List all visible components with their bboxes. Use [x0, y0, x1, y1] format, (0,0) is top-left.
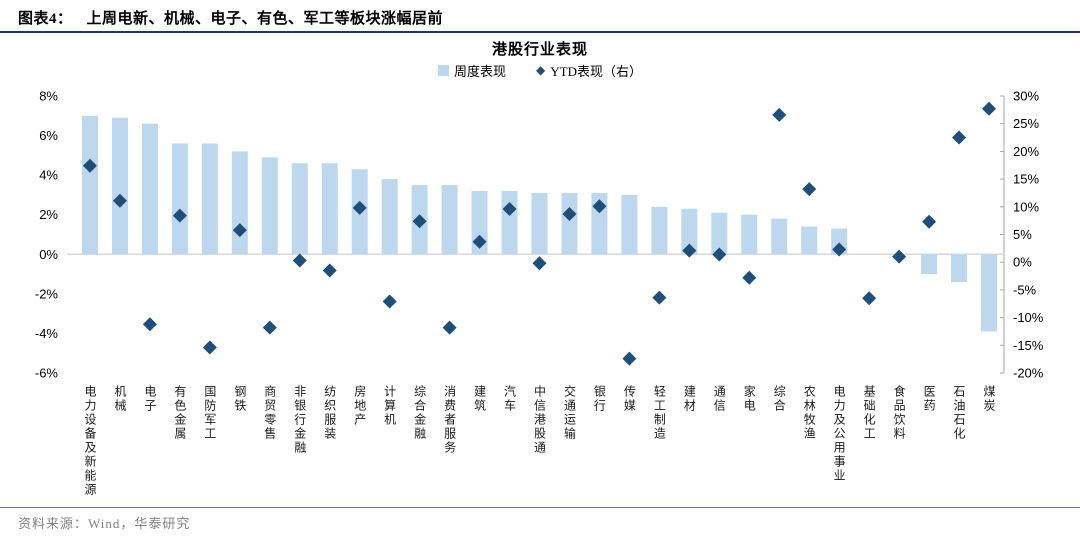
weekly-bar [81, 115, 98, 255]
weekly-bar [651, 206, 668, 255]
ytd-diamond [262, 320, 277, 335]
ytd-diamond [892, 249, 907, 264]
ytd-diamond [322, 263, 337, 278]
left-axis-tick-label: 8% [39, 89, 58, 104]
header-rule [0, 31, 1080, 33]
weekly-bar [291, 163, 308, 255]
weekly-bar [981, 254, 998, 332]
right-axis-tick-label: 30% [1013, 89, 1039, 104]
report-header: 图表4： 上周电新、机械、电子、有色、军工等板块涨幅居前 [18, 7, 443, 28]
right-axis-tick-label: 0% [1013, 255, 1032, 270]
right-axis-tick-label: 15% [1013, 172, 1039, 187]
weekly-bar [231, 151, 248, 255]
weekly-bar [531, 192, 548, 255]
legend: 周度表现 ◆ YTD表现（右） [0, 61, 1080, 80]
weekly-bar [561, 192, 578, 255]
ytd-diamond [802, 182, 817, 197]
right-axis-tick-label: 25% [1013, 116, 1039, 131]
weekly-bar [711, 212, 728, 255]
right-axis-tick-label: 20% [1013, 144, 1039, 159]
left-axis-tick-label: 4% [39, 168, 58, 183]
ytd-diamond [172, 208, 187, 223]
weekly-bar [921, 254, 938, 275]
weekly-bar [471, 190, 488, 255]
weekly-bar [141, 123, 158, 255]
left-axis-tick-label: 6% [39, 128, 58, 143]
weekly-bar [171, 143, 188, 255]
right-axis-tick-label: -10% [1013, 310, 1044, 325]
source-text: 资料来源：Wind，华泰研究 [18, 516, 191, 531]
legend-item-ytd: ◆ YTD表现（右） [536, 61, 642, 80]
ytd-diamond [112, 193, 127, 208]
ytd-diamond [352, 200, 367, 215]
weekly-bar [201, 143, 218, 255]
weekly-bar [111, 117, 128, 255]
weekly-bar [441, 185, 458, 255]
ytd-diamond [82, 158, 97, 173]
ytd-diamond [502, 202, 517, 217]
figure-title: 上周电新、机械、电子、有色、军工等板块涨幅居前 [86, 11, 444, 27]
right-axis-tick-label: -20% [1013, 366, 1044, 381]
figure-label: 图表4： [18, 11, 73, 27]
left-axis-tick-label: 0% [39, 247, 58, 262]
ytd-diamond [862, 291, 877, 306]
weekly-bar [741, 214, 758, 255]
weekly-bar-swatch-icon [438, 65, 450, 76]
chart-title: 港股行业表现 [491, 42, 588, 58]
ytd-diamond [412, 214, 427, 229]
ytd-diamond [712, 247, 727, 262]
left-axis-tick-label: -2% [35, 286, 59, 301]
ytd-diamond [922, 214, 937, 229]
ytd-diamond [592, 199, 607, 214]
weekly-bar [681, 208, 698, 255]
footer-rule [0, 507, 1080, 508]
weekly-bar [771, 218, 788, 255]
weekly-bar [951, 254, 968, 282]
right-axis-tick-label: 10% [1013, 199, 1039, 214]
ytd-diamond [562, 207, 577, 222]
weekly-bar [321, 163, 338, 255]
ytd-diamond [622, 351, 637, 366]
ytd-diamond [772, 107, 787, 122]
right-axis-tick-label: 5% [1013, 227, 1032, 242]
ytd-diamond [442, 320, 457, 335]
ytd-diamond [682, 243, 697, 258]
ytd-diamond [292, 253, 307, 268]
left-axis-tick-label: 2% [39, 207, 58, 222]
weekly-bar [381, 179, 398, 255]
ytd-diamond [382, 294, 397, 309]
ytd-diamond [742, 270, 757, 285]
ytd-diamond [952, 130, 967, 145]
ytd-diamond-icon: ◆ [536, 63, 546, 77]
ytd-diamond [652, 290, 667, 305]
ytd-diamond [982, 101, 997, 116]
weekly-bar [621, 194, 638, 255]
weekly-bar [801, 226, 818, 255]
right-axis-tick-label: -5% [1013, 282, 1037, 297]
left-axis-tick-label: -6% [35, 366, 59, 381]
ytd-diamond [832, 242, 847, 257]
ytd-diamond [472, 234, 487, 249]
ytd-diamond [142, 317, 157, 332]
ytd-diamond [232, 223, 247, 238]
legend-label-weekly: 周度表现 [454, 64, 507, 79]
ytd-diamond [202, 340, 217, 355]
weekly-bar [501, 190, 518, 255]
left-axis-tick-label: -4% [35, 326, 59, 341]
legend-label-ytd: YTD表现（右） [550, 64, 642, 79]
weekly-bar [261, 157, 278, 255]
legend-item-weekly: 周度表现 [438, 61, 506, 80]
right-axis-tick-label: -15% [1013, 338, 1044, 353]
ytd-diamond [532, 256, 547, 271]
